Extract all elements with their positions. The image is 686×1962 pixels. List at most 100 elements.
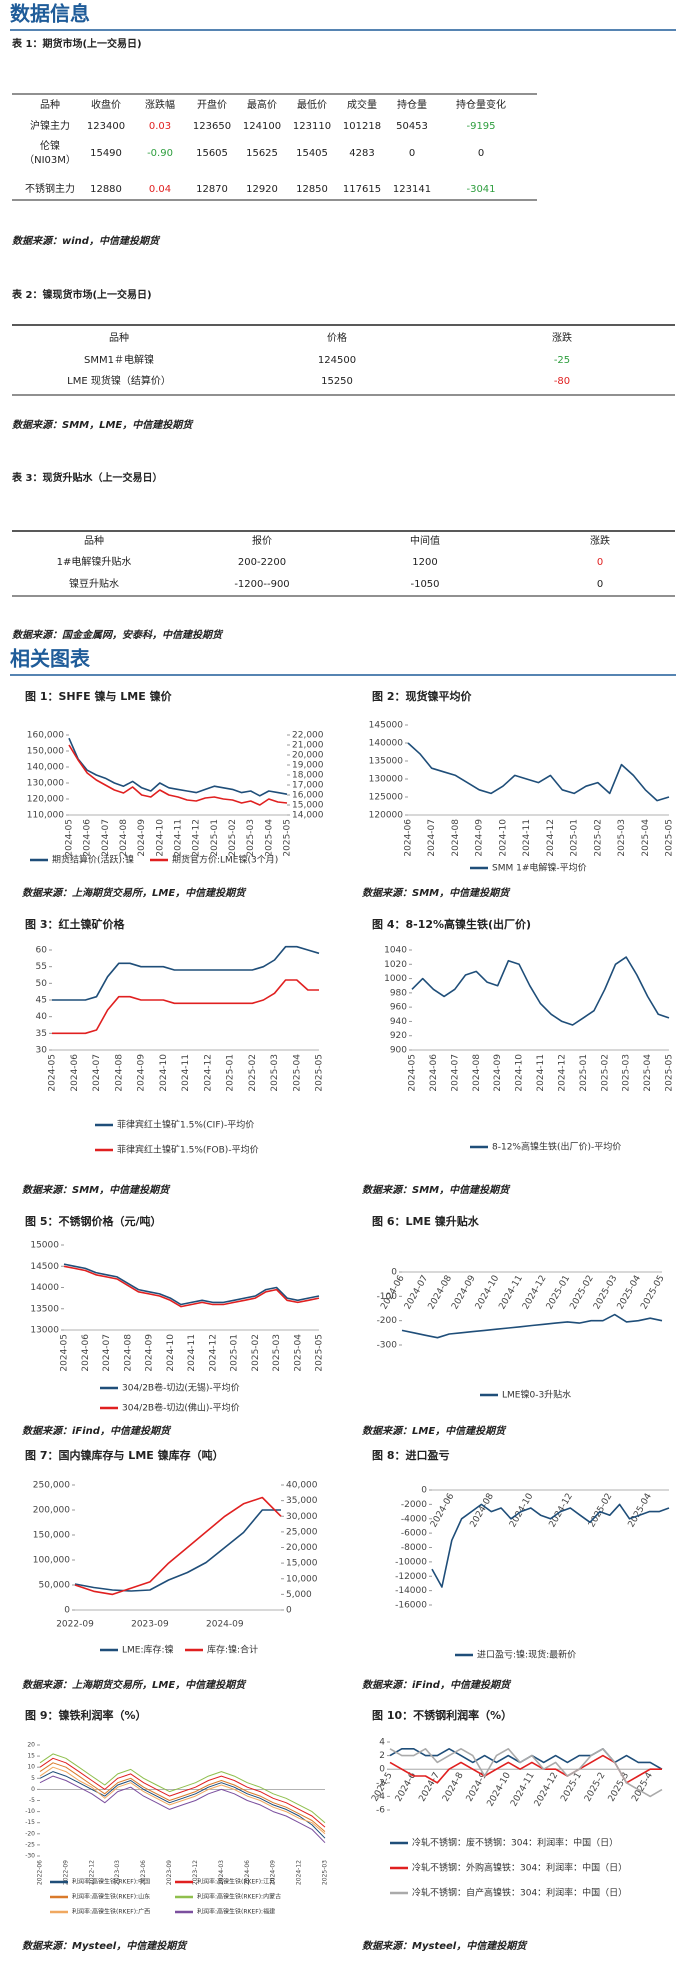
- y-tick-label: 40: [36, 1012, 48, 1022]
- y-tick-label: 145000: [369, 721, 404, 731]
- x-tick-label: 2025-03: [322, 1860, 329, 1885]
- table-cell: 123141: [393, 184, 431, 195]
- x-tick-label: 2025-04: [641, 819, 651, 857]
- y-tick-label: 15: [27, 1753, 35, 1760]
- x-tick-label: 2023-09: [166, 1860, 173, 1885]
- x-tick-label: 2025-05: [665, 1054, 675, 1092]
- table-cell: 0: [409, 148, 415, 159]
- x-tick-label: 2024-12: [557, 1054, 567, 1092]
- x-tick-label: 2025-03: [270, 1054, 280, 1092]
- x-tick-label: 2024-05: [48, 1054, 58, 1092]
- x-tick-label: 2024-09: [137, 1054, 147, 1092]
- x-tick-label: 2024-12: [203, 1054, 213, 1092]
- table-header: 收盘价: [91, 98, 121, 111]
- y-tick-label: 21,000: [292, 741, 324, 751]
- chart-title: 图 9：镍铁利润率（%）: [25, 1708, 147, 1722]
- y-tick-label: 920: [390, 1031, 407, 1041]
- y-tick-label: 1040: [384, 946, 407, 956]
- y-tick-label: 15,000: [292, 801, 324, 811]
- y-tick-label: 960: [390, 1003, 407, 1013]
- series-line: [389, 1748, 663, 1798]
- chart-source: 数据来源：SMM，中信建投期货: [22, 1184, 171, 1196]
- y-tick-label: 14500: [30, 1262, 59, 1272]
- x-tick-label: 2025-05: [315, 1334, 325, 1372]
- x-tick-label: 2024-09: [145, 1334, 155, 1372]
- y-tick-label: 0: [379, 1765, 385, 1775]
- y-tick-label: 50,000: [39, 1581, 71, 1591]
- x-tick-label: 2023-03: [114, 1860, 121, 1885]
- y-tick-label: 20: [27, 1742, 35, 1749]
- x-tick-label: 2024-03: [218, 1860, 225, 1885]
- table-cell: SMM1＃电解镍: [84, 353, 154, 366]
- x-tick-label: 2024-07: [450, 1054, 460, 1092]
- x-tick-label: 2025-05: [315, 1054, 325, 1092]
- table-header: 涨跌幅: [145, 98, 175, 111]
- legend-label: 利润率:高镍生铁(RKEF):山东: [72, 1893, 150, 1901]
- table-cell: 镍豆升贴水: [69, 577, 119, 590]
- x-tick-label: 2025-04: [293, 1334, 303, 1372]
- x-tick-label: 2024-08: [114, 1054, 124, 1092]
- legend-label: 利润率:高镍生铁(RKEF):福建: [197, 1908, 275, 1916]
- y-tick-label: 100,000: [33, 1556, 70, 1566]
- series-line: [39, 1753, 326, 1824]
- table-cell: 123400: [87, 121, 125, 132]
- table-source: 数据来源：wind，中信建投期货: [12, 235, 161, 247]
- series-line: [68, 744, 288, 806]
- section-title: 数据信息: [10, 2, 90, 26]
- table-cell: 0.04: [149, 184, 171, 195]
- legend-label: 利润率:高镍生铁(RKEF):广西: [72, 1908, 150, 1916]
- table-cell: 12920: [246, 184, 278, 195]
- table-header: 价格: [327, 331, 347, 344]
- y-tick-label: 160,000: [27, 731, 64, 741]
- x-tick-label: 2024-09: [137, 819, 147, 857]
- x-tick-label: 2024-10: [166, 1334, 176, 1372]
- x-tick-label: 2025-02: [251, 1334, 261, 1372]
- series-line: [52, 979, 319, 1035]
- y-tick-label: 5: [31, 1775, 35, 1782]
- legend-label: 冷轧不锈钢：外购高镍铁：304：利润率：中国（日）: [412, 1862, 627, 1874]
- table-cell: 1200: [412, 557, 437, 568]
- legend-label: SMM 1#电解镍-平均价: [492, 862, 587, 874]
- y-tick-label: 250,000: [33, 1481, 70, 1491]
- chart-title: 图 8：进口盈亏: [372, 1448, 449, 1462]
- y-tick-label: 13500: [30, 1304, 59, 1314]
- series-line: [74, 1496, 282, 1596]
- table-header: 开盘价: [197, 98, 227, 111]
- x-tick-label: 2025-02: [593, 819, 603, 857]
- series-line: [39, 1775, 326, 1844]
- x-tick-label: 2025-01: [210, 819, 220, 857]
- y-tick-label: -15: [25, 1819, 35, 1826]
- y-tick-label: -2: [376, 1778, 385, 1788]
- x-tick-label: 2024-11: [536, 1054, 546, 1092]
- series-line: [68, 737, 288, 797]
- y-tick-label: -16000: [395, 1601, 427, 1611]
- y-tick-label: 900: [390, 1046, 407, 1056]
- x-tick-label: 2024-06: [429, 1492, 457, 1530]
- table-cell: 伦镍: [40, 139, 60, 152]
- x-tick-label: 2024-07: [101, 819, 111, 857]
- series-line: [39, 1771, 326, 1839]
- chart-source: 数据来源：SMM，中信建投期货: [362, 887, 511, 899]
- table-cell: 123110: [293, 121, 331, 132]
- y-tick-label: -100: [377, 1292, 398, 1302]
- chart-source: 数据来源：SMM，中信建投期货: [362, 1184, 511, 1196]
- chart-source: 数据来源：上海期货交易所，LME，中信建投期货: [22, 1679, 247, 1691]
- y-tick-label: 135000: [369, 757, 404, 767]
- chart-title: 图 7：国内镍库存与 LME 镍库存（吨）: [25, 1448, 224, 1462]
- table-cell: 不锈钢主力: [25, 182, 75, 195]
- y-tick-label: 120,000: [27, 795, 64, 805]
- y-tick-label: 5,000: [286, 1590, 312, 1600]
- y-tick-label: 10,000: [286, 1574, 318, 1584]
- table-cell: 0: [478, 148, 484, 159]
- x-tick-label: 2025-05: [665, 819, 675, 857]
- table-cell: 15625: [246, 148, 278, 159]
- y-tick-label: 140000: [369, 739, 404, 749]
- y-tick-label: 16,000: [292, 791, 324, 801]
- y-tick-label: -300: [377, 1341, 398, 1351]
- table-header: 最低价: [297, 98, 327, 111]
- series-line: [401, 1313, 663, 1339]
- table-cell: 15250: [321, 376, 353, 387]
- x-tick-label: 2024-05: [408, 1054, 418, 1092]
- y-tick-label: 30: [36, 1046, 48, 1056]
- series-line: [39, 1757, 326, 1828]
